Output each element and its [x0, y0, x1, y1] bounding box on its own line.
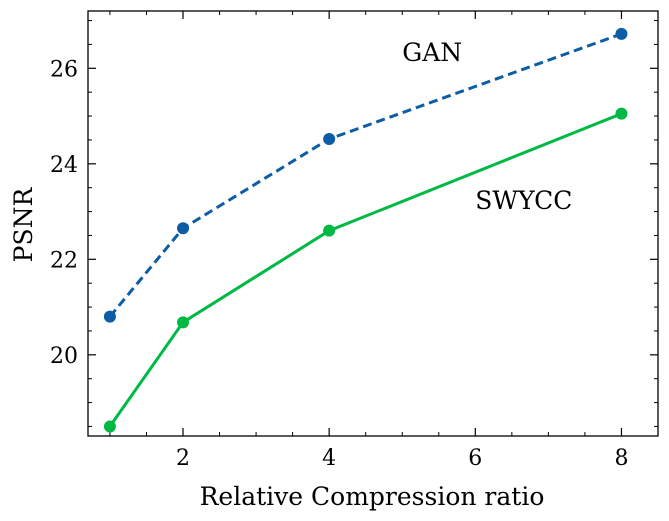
- series-swycc: [103, 107, 628, 433]
- y-tick-label: 22: [50, 248, 78, 273]
- series-line-gan: [108, 32, 623, 318]
- y-tick-label: 20: [50, 344, 78, 369]
- x-tick-label: 2: [176, 446, 190, 471]
- y-axis-label: PSNR: [9, 187, 38, 263]
- plot-frame: [87, 10, 659, 437]
- x-tick-label: 6: [468, 446, 482, 471]
- data-point-gan: [323, 132, 336, 145]
- series-gan: [103, 27, 628, 323]
- series-line-swycc: [108, 112, 623, 428]
- data-point-swycc: [615, 107, 628, 120]
- x-tick-label: 8: [614, 446, 628, 471]
- data-point-swycc: [323, 224, 336, 237]
- x-axis-label: Relative Compression ratio: [200, 482, 545, 511]
- data-point-swycc: [177, 316, 189, 329]
- x-tick-label: 4: [322, 446, 336, 471]
- annotation-swycc: SWYCC: [475, 186, 572, 215]
- data-point-gan: [177, 222, 189, 235]
- data-point-gan: [615, 27, 628, 40]
- data-point-gan: [103, 310, 116, 323]
- data-point-swycc: [103, 420, 116, 433]
- annotation-gan: GAN: [402, 38, 462, 67]
- y-tick-label: 26: [50, 57, 78, 82]
- y-tick-label: 24: [50, 153, 78, 178]
